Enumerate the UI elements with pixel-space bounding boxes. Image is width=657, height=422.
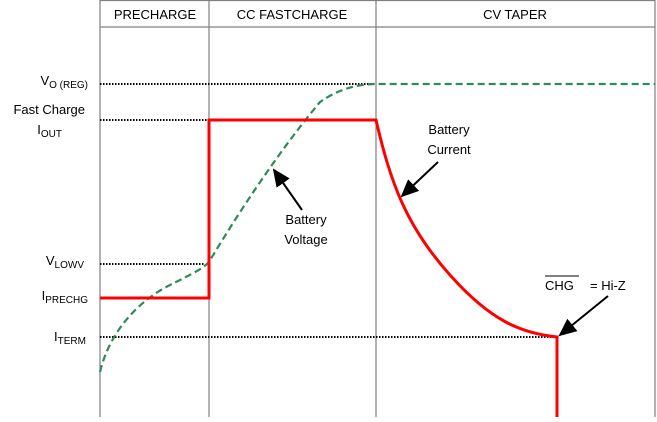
- battery-voltage-arrow: [272, 168, 303, 211]
- phase-cv-taper: CV TAPER: [483, 7, 547, 22]
- chg-hi-z-arrow: [558, 295, 609, 337]
- label-iterm: ITERM: [54, 329, 86, 347]
- battery-voltage-curve: [98, 82, 655, 373]
- battery-current-curve: [100, 118, 559, 417]
- chg-state-label: = Hi-Z: [590, 278, 626, 293]
- reference-lines: [100, 83, 557, 338]
- battery-current-label: Battery Current: [427, 122, 471, 157]
- label-vlowv: VLOWV: [46, 253, 84, 271]
- frame: [99, 0, 656, 417]
- label-vo-reg: VO (REG): [40, 73, 88, 91]
- battery-voltage-label: Battery Voltage: [284, 212, 327, 247]
- label-fast-charge: Fast Charge: [13, 102, 85, 117]
- phase-precharge: PRECHARGE: [114, 7, 197, 22]
- label-iprechg: IPRECHG: [42, 288, 89, 306]
- label-iout: IOUT: [37, 122, 62, 140]
- phase-cc-fastcharge: CC FASTCHARGE: [237, 7, 348, 22]
- chg-signal-label: CHG: [545, 278, 574, 293]
- battery-current-arrow: [400, 161, 439, 198]
